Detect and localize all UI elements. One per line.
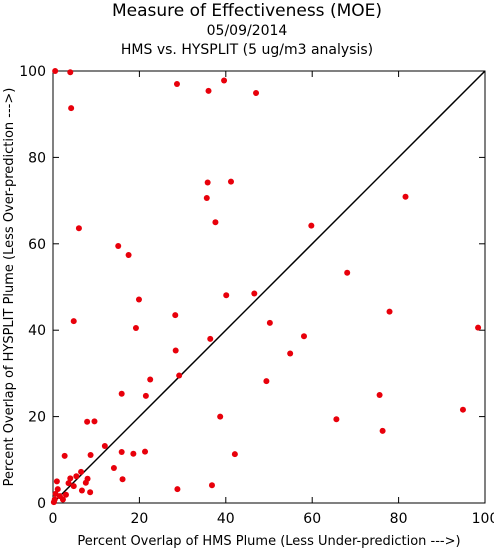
data-point — [308, 222, 315, 229]
data-point — [61, 452, 68, 459]
data-point — [59, 496, 66, 503]
data-point — [205, 87, 212, 94]
chart-subtitle-analysis: HMS vs. HYSPLIT (5 ug/m3 analysis) — [120, 42, 374, 58]
data-point — [119, 476, 126, 483]
data-point — [73, 473, 80, 480]
data-point — [78, 487, 85, 494]
data-point — [142, 448, 149, 455]
data-point — [68, 105, 75, 112]
y-tick-label: 20 — [28, 410, 46, 426]
data-point — [402, 193, 409, 200]
data-point — [172, 312, 179, 319]
data-point — [115, 242, 122, 249]
y-tick-label: 80 — [28, 150, 46, 166]
data-point — [386, 308, 393, 315]
data-point — [253, 90, 260, 97]
data-point — [344, 269, 351, 276]
data-point — [147, 376, 154, 383]
x-tick-label: 20 — [130, 511, 148, 527]
data-point — [78, 468, 85, 475]
chart-subtitle-date: 05/09/2014 — [206, 23, 288, 39]
data-point — [54, 486, 61, 493]
data-point — [176, 372, 183, 379]
data-point — [67, 69, 74, 76]
data-point — [75, 225, 82, 232]
data-point — [118, 449, 125, 456]
data-point — [87, 452, 94, 459]
data-point — [459, 406, 466, 413]
data-point — [223, 292, 230, 299]
data-point — [50, 499, 57, 506]
data-point — [287, 350, 294, 357]
data-point — [221, 77, 228, 84]
data-point — [204, 179, 211, 186]
data-point — [101, 442, 108, 449]
data-point — [118, 390, 125, 397]
data-point — [263, 378, 270, 385]
x-tick-label: 100 — [472, 511, 494, 527]
data-point — [174, 486, 181, 493]
y-axis-label: Percent Overlap of HYSPLIT Plume (Less O… — [2, 88, 17, 487]
data-point — [70, 318, 77, 325]
data-point — [207, 335, 214, 342]
data-point — [172, 347, 179, 354]
data-point — [135, 296, 142, 303]
x-tick-label: 60 — [303, 511, 321, 527]
data-point — [300, 333, 307, 340]
data-point — [475, 324, 482, 331]
chart-title: Measure of Effectiveness (MOE) — [111, 1, 383, 21]
data-point — [125, 252, 132, 259]
y-tick-label: 40 — [28, 323, 46, 339]
data-point — [62, 491, 69, 498]
x-tick-label: 80 — [390, 511, 408, 527]
data-point — [212, 219, 219, 226]
plot-frame — [52, 70, 486, 504]
data-point — [91, 418, 98, 425]
data-point — [208, 482, 215, 489]
data-point — [130, 450, 137, 457]
data-point — [67, 475, 74, 482]
data-point — [203, 195, 210, 202]
data-point — [84, 475, 91, 482]
data-point — [142, 392, 149, 399]
data-point — [217, 413, 224, 420]
data-point — [65, 480, 72, 487]
data-point — [53, 478, 60, 485]
data-point — [84, 418, 91, 425]
y-tick-label: 0 — [37, 496, 46, 512]
data-point — [52, 68, 59, 74]
data-point — [227, 178, 234, 185]
x-tick-label: 40 — [217, 511, 235, 527]
data-point — [376, 392, 383, 398]
data-point — [70, 483, 77, 490]
axis-tick-labels: 0 20 40 60 80 100 0 20 40 60 80 100 — [19, 64, 494, 527]
data-point — [266, 319, 273, 326]
data-point — [132, 325, 139, 332]
data-points — [50, 68, 482, 506]
x-axis-label: Percent Overlap of HMS Plume (Less Under… — [77, 534, 460, 549]
diagonal-reference-line — [52, 70, 486, 504]
data-point — [251, 290, 258, 297]
x-tick-label: 0 — [49, 511, 58, 527]
y-tick-label: 60 — [28, 237, 46, 253]
data-point — [379, 427, 386, 434]
data-point — [87, 489, 94, 496]
data-point — [231, 451, 238, 458]
data-point — [333, 416, 340, 423]
data-point — [110, 465, 117, 472]
y-tick-label: 100 — [19, 64, 46, 80]
data-point — [173, 80, 180, 87]
